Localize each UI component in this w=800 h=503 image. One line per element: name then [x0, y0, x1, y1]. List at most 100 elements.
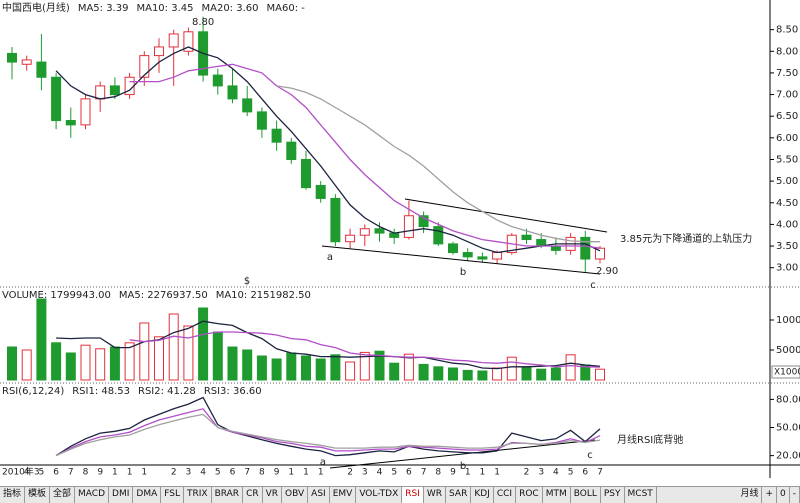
candle-body: [242, 98, 253, 113]
y-tick-label: 6.50: [776, 111, 798, 122]
channel-line: [404, 198, 608, 233]
line: [55, 46, 601, 254]
toolbar-tab[interactable]: MACD: [75, 487, 110, 503]
toolbar-tab[interactable]: PSY: [601, 487, 625, 503]
volume-bar: [198, 307, 209, 381]
toolbar-tab[interactable]: SAR: [446, 487, 472, 503]
annotation: 3.85元为下降通道的上轨压力: [620, 232, 752, 245]
volume-bar: [80, 344, 91, 381]
candle-body: [462, 252, 473, 258]
x-tick-label: 9: [274, 468, 280, 478]
toolbar-tab[interactable]: BOLL: [571, 487, 601, 503]
annotation: 2.90: [596, 266, 618, 277]
volume-bar: [168, 313, 179, 381]
toolbar-tab[interactable]: DMI: [109, 487, 134, 503]
candle-body: [95, 85, 106, 100]
toolbar-tab[interactable]: VOL-TDX: [356, 487, 403, 503]
candle-body: [595, 247, 605, 260]
toolbar-tab[interactable]: FSL: [161, 487, 184, 503]
line: [55, 413, 601, 457]
candle-body: [448, 243, 458, 254]
x-tick-label: 4: [553, 468, 559, 478]
x-tick-label: 2: [347, 468, 353, 478]
volume-bar: [154, 336, 164, 381]
volume-bar: [565, 354, 576, 381]
volume-bar: [477, 370, 488, 381]
candle-body: [286, 141, 297, 160]
volume-bar: [212, 331, 223, 381]
annotation: a: [327, 252, 333, 263]
y-tick-label: 8.50: [776, 25, 798, 36]
legend-entry: MA20: 3.60: [201, 3, 258, 14]
toolbar: 指标 模板 全部 MACD DMI DMA FSL TRIX BRAR CR VR OBV ASI EMV…: [0, 486, 800, 503]
toolbar-tab[interactable]: CCI: [494, 487, 517, 503]
toolbar-tab[interactable]: DMA: [133, 487, 162, 503]
toolbar-tab[interactable]: MCST: [625, 487, 657, 503]
toolbar-tab[interactable]: +: [762, 487, 778, 503]
annotation: $: [244, 276, 250, 287]
candle-body: [109, 85, 120, 96]
y-tick-label: 80.00: [776, 394, 800, 405]
toolbar-tab[interactable]: MTM: [543, 487, 571, 503]
line: [129, 331, 601, 368]
candle-body: [330, 197, 341, 243]
volume-bar: [506, 356, 517, 381]
toolbar-tab[interactable]: 月线: [737, 487, 763, 503]
y-tick-label: 10000: [776, 315, 800, 326]
toolbar-tab[interactable]: BRAR: [212, 487, 244, 503]
candle-body: [492, 252, 503, 260]
x-tick-label: 1: [141, 468, 147, 478]
x-tick-label: 7: [68, 468, 74, 478]
candle-body: [580, 236, 591, 260]
annotation: c: [590, 280, 596, 291]
volume-bar: [315, 358, 326, 381]
toolbar-tab[interactable]: CR: [243, 487, 263, 503]
toolbar-tab[interactable]: 0: [777, 487, 790, 503]
toolbar-tab[interactable]: VR: [263, 487, 283, 503]
candle-body: [256, 111, 267, 130]
toolbar-tab[interactable]: -: [790, 487, 800, 503]
volume-bar: [492, 367, 503, 381]
volume-bar: [227, 346, 238, 381]
candle-body: [418, 215, 429, 228]
annotation: 8.80: [192, 17, 214, 28]
toolbar-tab[interactable]: OBV: [282, 487, 309, 503]
toolbar-tab[interactable]: WR: [424, 487, 447, 503]
candle-body: [550, 245, 561, 251]
volume-bar: [271, 358, 282, 381]
toolbar-tab[interactable]: 指标: [0, 487, 26, 503]
y-tick-label: 5.50: [776, 154, 798, 165]
y-tick-label: 50.00: [776, 423, 800, 434]
x-tick-label: 6: [582, 468, 588, 478]
y-tick-label: 6.00: [776, 133, 798, 144]
toolbar-tab[interactable]: 全部: [50, 487, 76, 503]
toolbar-tab[interactable]: EMV: [330, 487, 357, 503]
x-tick-label: 8: [259, 468, 265, 478]
y-tick-label: 3.00: [776, 263, 798, 274]
candle-body: [51, 76, 62, 122]
annotation: 月线RSI底背驰: [617, 433, 683, 446]
volume-bar: [448, 367, 458, 381]
volume-bar: [462, 369, 473, 381]
volume-bar: [183, 325, 194, 381]
annotation: c: [587, 450, 593, 461]
toolbar-tab[interactable]: ASI: [308, 487, 330, 503]
candle-body: [301, 158, 311, 189]
x-tick-label: 3: [362, 468, 368, 478]
x-tick-label: 6: [230, 468, 236, 478]
toolbar-tab[interactable]: RSI: [402, 487, 424, 503]
toolbar-right: 月线 +0-: [737, 487, 800, 503]
legend-entry: MA10: 2151982.50: [216, 290, 311, 301]
x-tick-label: 3: [538, 468, 544, 478]
legend-entry: RSI3: 36.60: [204, 386, 262, 397]
toolbar-tab[interactable]: 模板: [25, 487, 51, 503]
x-tick-label: 2010年3: [2, 466, 40, 478]
toolbar-tab[interactable]: TRIX: [184, 487, 212, 503]
panel-title: RSI(6,12,24): [2, 386, 64, 397]
toolbar-tab[interactable]: KDJ: [471, 487, 494, 503]
volume-bar: [109, 346, 120, 381]
x-tick-label: 1: [127, 468, 133, 478]
candle-body: [227, 85, 238, 100]
y-tick-label: 4.00: [776, 219, 798, 230]
toolbar-tab[interactable]: ROC: [516, 487, 543, 503]
